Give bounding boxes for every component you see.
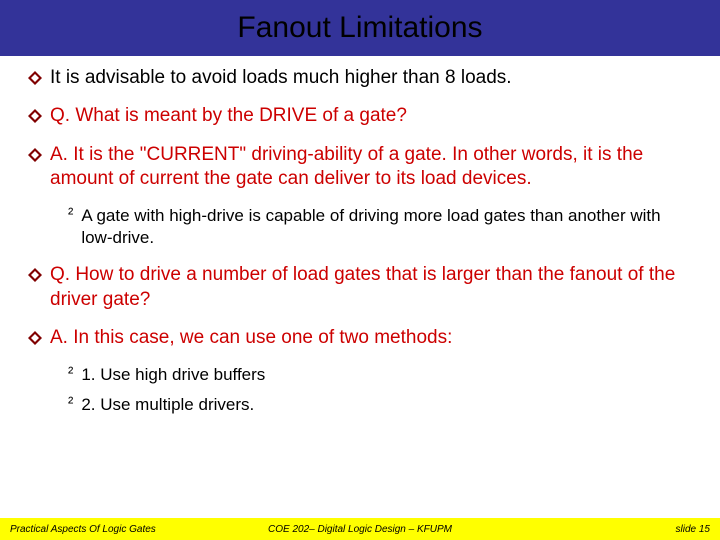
diamond-bullet-icon [28, 71, 42, 85]
bullet-item: A. In this case, we can use one of two m… [28, 326, 692, 350]
slide-content: It is advisable to avoid loads much high… [0, 56, 720, 417]
diamond-bullet-icon [28, 331, 42, 345]
bullet-item: Q. How to drive a number of load gates t… [28, 263, 692, 312]
diamond-bullet-icon [28, 268, 42, 282]
footer-bar: Practical Aspects Of Logic Gates COE 202… [0, 518, 720, 540]
footer-right: slide 15 [504, 524, 710, 535]
slide-title: Fanout Limitations [237, 11, 482, 45]
sub-list: ² 1. Use high drive buffers ² 2. Use mul… [68, 364, 692, 416]
bullet-item: It is advisable to avoid loads much high… [28, 66, 692, 90]
diamond-bullet-icon [28, 109, 42, 123]
sub-text: 2. Use multiple drivers. [81, 394, 254, 416]
title-bar: Fanout Limitations [0, 0, 720, 56]
bullet-text: A. In this case, we can use one of two m… [50, 326, 452, 350]
footer-center: COE 202– Digital Logic Design – KFUPM [216, 524, 504, 535]
sub-text: 1. Use high drive buffers [81, 364, 265, 386]
sub-bullet-icon: ² [68, 365, 73, 383]
bullet-item: Q. What is meant by the DRIVE of a gate? [28, 104, 692, 128]
bullet-text: Q. How to drive a number of load gates t… [50, 263, 692, 312]
bullet-text: A. It is the "CURRENT" driving-ability o… [50, 143, 692, 192]
sub-text: A gate with high-drive is capable of dri… [81, 205, 692, 249]
sub-item: ² A gate with high-drive is capable of d… [68, 205, 692, 249]
diamond-bullet-icon [28, 148, 42, 162]
sub-item: ² 2. Use multiple drivers. [68, 394, 692, 416]
bullet-item: A. It is the "CURRENT" driving-ability o… [28, 143, 692, 192]
bullet-text: It is advisable to avoid loads much high… [50, 66, 512, 90]
sub-bullet-icon: ² [68, 206, 73, 224]
bullet-text: Q. What is meant by the DRIVE of a gate? [50, 104, 407, 128]
sub-list: ² A gate with high-drive is capable of d… [68, 205, 692, 249]
sub-item: ² 1. Use high drive buffers [68, 364, 692, 386]
sub-bullet-icon: ² [68, 395, 73, 413]
footer-left: Practical Aspects Of Logic Gates [10, 524, 216, 535]
